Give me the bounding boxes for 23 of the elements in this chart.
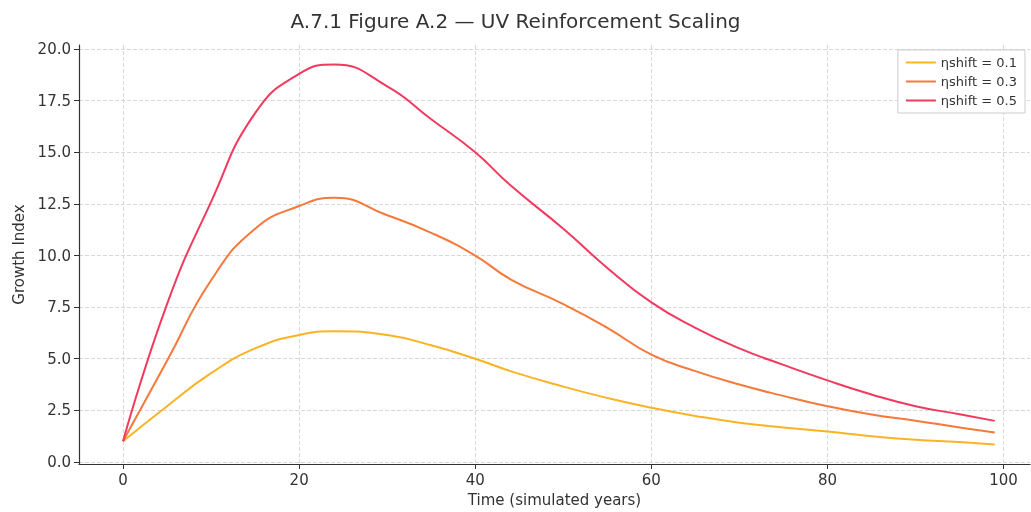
y-tick-label: 20.0 [37,40,71,59]
legend-label: ηshift = 0.1 [940,55,1017,70]
y-tick-label: 17.5 [37,91,71,110]
y-tick-label: 2.5 [47,401,71,420]
x-tick-label: 80 [817,470,838,489]
x-tick-label: 20 [289,470,309,489]
x-tick-label: 60 [641,470,661,489]
y-tick-label: 10.0 [37,246,71,265]
legend-label: ηshift = 0.3 [940,74,1017,89]
y-axis-title: Growth Index [10,204,29,305]
chart-title: A.7.1 Figure A.2 — UV Reinforcement Scaling [290,9,741,33]
y-tick-label: 0.0 [47,452,71,471]
y-tick-label: 12.5 [37,194,71,213]
x-axis-title: Time (simulated years) [466,490,642,509]
y-tick-label: 7.5 [47,298,71,317]
x-tick-label: 0 [118,470,128,489]
x-tick-label: 100 [989,470,1018,489]
y-tick-label: 5.0 [47,349,71,368]
line-series [122,196,996,443]
legend-label: ηshift = 0.5 [940,93,1017,108]
y-tick-label: 15.0 [37,143,71,162]
x-tick-label: 40 [465,470,485,489]
line-series [122,330,996,446]
